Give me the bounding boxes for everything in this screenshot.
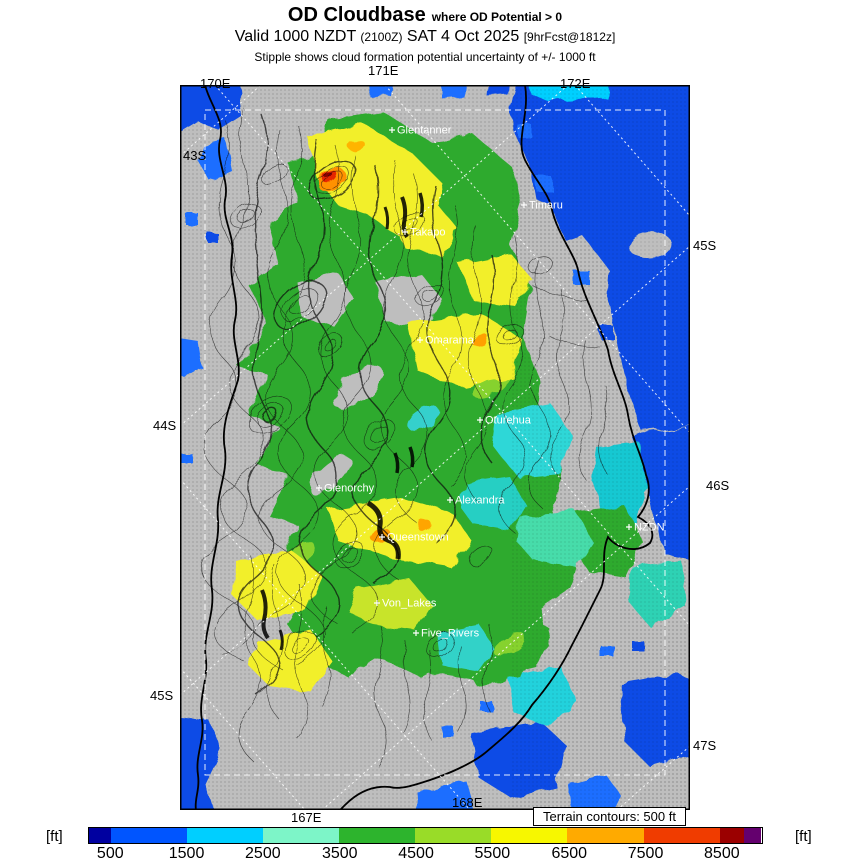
header-line-1: OD Cloudbase where OD Potential > 0 [0, 4, 850, 27]
place-marker-icon [477, 417, 483, 423]
place-marker-icon [413, 630, 419, 636]
place-label-takapo: Takapo [402, 227, 445, 239]
stipple-ocean-overlay [510, 85, 690, 810]
colorbar-segments [88, 827, 763, 844]
colorbar-segment [719, 828, 745, 843]
colorbar-segment [339, 828, 416, 843]
axis-label-45s-left: 45S [150, 688, 174, 703]
colorbar-segment [744, 828, 761, 843]
coastline [194, 85, 654, 810]
colorbar-tick-label: 5500 [474, 845, 511, 860]
forecast-map-canvas: Glentanner Timaru Takapo Omarama Oturehu… [180, 85, 690, 810]
colorbar-segment [567, 828, 644, 843]
place-marker-icon [447, 497, 453, 503]
axis-label-45s-right: 45S [693, 238, 717, 253]
place-label-nzdn: NZDN [626, 522, 665, 534]
svg-text:Alexandra: Alexandra [455, 495, 505, 507]
place-label-von-lakes: Von_Lakes [374, 598, 437, 610]
axis-label-47s: 47S [693, 738, 717, 753]
svg-text:Omarama: Omarama [425, 335, 475, 347]
valid-zulu: (2100Z) [360, 30, 403, 44]
svg-text:Glentanner: Glentanner [397, 125, 452, 137]
stipple-note: Stipple shows cloud formation potential … [254, 50, 596, 64]
colorbar-tick-label: 7500 [627, 845, 664, 860]
place-labels-layer: Glentanner Timaru Takapo Omarama Oturehu… [316, 125, 665, 640]
colorbar-unit-right: [ft] [795, 828, 812, 845]
axis-label-170e: 170E [200, 76, 231, 91]
forecast-map: Glentanner Timaru Takapo Omarama Oturehu… [180, 85, 690, 810]
axis-label-172e: 172E [560, 76, 591, 91]
place-label-oturehua: Oturehua [477, 415, 532, 427]
svg-text:Glenorchy: Glenorchy [324, 483, 375, 495]
place-label-alexandra: Alexandra [447, 495, 505, 507]
place-marker-icon [521, 202, 527, 208]
place-marker-icon [402, 229, 408, 235]
axis-label-46s: 46S [706, 478, 730, 493]
colorbar-segment [111, 828, 188, 843]
header-line-2: Valid 1000 NZDT (2100Z) SAT 4 Oct 2025 [… [0, 28, 850, 46]
svg-text:Timaru: Timaru [529, 200, 563, 212]
terrain-contours-note: Terrain contours: 500 ft [533, 807, 686, 826]
place-label-queenstown: Queenstown [379, 532, 449, 544]
axis-label-167e: 167E [291, 810, 322, 825]
colorbar-unit-left: [ft] [46, 828, 63, 845]
axis-label-44s: 44S [153, 418, 177, 433]
axis-label-168e: 168E [452, 795, 483, 810]
colorbar-segment [263, 828, 340, 843]
svg-text:Von_Lakes: Von_Lakes [382, 598, 437, 610]
colorbar-tick-label: 3500 [321, 845, 358, 860]
place-marker-icon [417, 337, 423, 343]
colorbar-tick-label: 1500 [168, 845, 205, 860]
page-title: OD Cloudbase [287, 4, 426, 26]
colorbar-segment [187, 828, 264, 843]
colorbar-segment [89, 828, 112, 843]
place-marker-icon [379, 534, 385, 540]
colorbar-tick-label: 500 [96, 845, 124, 860]
lakes-layer [260, 192, 425, 651]
svg-text:Takapo: Takapo [410, 227, 445, 239]
axis-label-43s: 43S [183, 148, 207, 163]
place-label-glentanner: Glentanner [389, 125, 452, 137]
colorbar-tick-label: 2500 [245, 845, 281, 860]
title-qualifier: where OD Potential > 0 [431, 10, 563, 24]
colorbar-tick-label: 6500 [551, 845, 588, 860]
place-marker-icon [389, 127, 395, 133]
place-label-glenorchy: Glenorchy [316, 483, 375, 495]
svg-text:NZDN: NZDN [634, 522, 665, 534]
latlon-grid [180, 85, 690, 810]
svg-text:Queenstown: Queenstown [387, 532, 449, 544]
terrain-contours-layer [201, 104, 608, 768]
domain-boundary [204, 109, 666, 776]
valid-date: SAT 4 Oct 2025 [406, 28, 520, 45]
colorbar-ticks: 500 1500 2500 3500 4500 5500 6500 7500 8500 [88, 845, 763, 860]
map-frame [180, 85, 690, 810]
axis-label-171e: 171E [368, 63, 399, 78]
colorbar-segment [643, 828, 720, 843]
colorbar-segment [491, 828, 568, 843]
place-marker-icon [626, 524, 632, 530]
svg-text:Five_Rivers: Five_Rivers [421, 628, 480, 640]
place-label-timaru: Timaru [521, 200, 563, 212]
svg-text:Oturehua: Oturehua [485, 415, 532, 427]
colorbar-tick-label: 4500 [398, 845, 434, 860]
colorbar-tick-label: 8500 [704, 845, 740, 860]
place-marker-icon [316, 485, 322, 491]
place-label-five-rivers: Five_Rivers [413, 628, 480, 640]
place-label-omarama: Omarama [417, 335, 475, 347]
valid-time: Valid 1000 NZDT [234, 28, 356, 45]
place-marker-icon [374, 600, 380, 606]
forecast-reference: [9hrFcst@1812z] [523, 30, 616, 44]
colorbar-segment [415, 828, 492, 843]
